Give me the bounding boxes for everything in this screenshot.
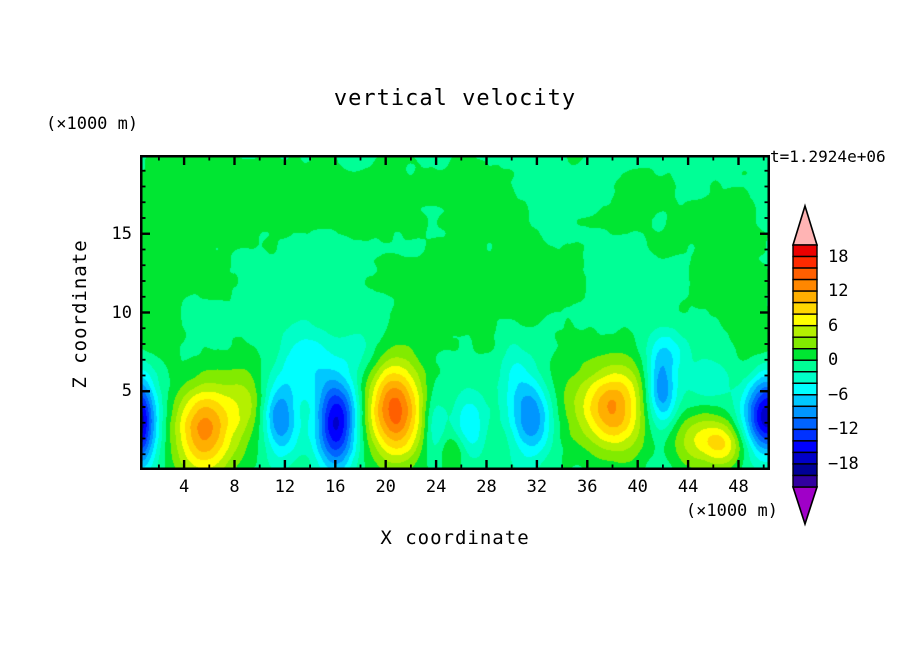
colorbar-segment	[792, 348, 818, 361]
colorbar-tick-label: 12	[828, 281, 849, 302]
colorbar-segment	[792, 278, 818, 292]
z-axis-title: Z coordinate	[69, 239, 91, 389]
colorbar-arrow	[791, 486, 819, 527]
colorbar-segment	[792, 255, 818, 269]
colorbar-arrow	[791, 203, 819, 246]
colorbar-tick-label: −6	[828, 384, 849, 405]
colorbar-segment	[792, 405, 818, 419]
y-axis-unit-label: (×1000 m)	[46, 114, 139, 134]
x-tick-label: 40	[627, 477, 648, 497]
colorbar-tick-label: 6	[828, 315, 839, 336]
colorbar-tick-label: 18	[828, 246, 849, 267]
z-tick-label: 15	[111, 223, 132, 244]
colorbar-segment	[792, 290, 818, 304]
colorbar-segment	[792, 313, 818, 327]
colorbar-segment	[792, 267, 818, 281]
x-axis-unit-label: (×1000 m)	[685, 501, 778, 521]
colorbar	[791, 203, 819, 527]
colorbar-segment	[792, 371, 818, 384]
colorbar-segment	[792, 451, 818, 465]
colorbar-segment	[792, 244, 818, 258]
colorbar-segment	[792, 463, 818, 477]
plot-title: vertical velocity	[333, 86, 577, 111]
plot-area	[140, 155, 770, 470]
x-tick-label: 28	[476, 477, 497, 497]
colorbar-segment	[792, 417, 818, 431]
colorbar-segment	[792, 301, 818, 315]
colorbar-segment	[792, 359, 818, 373]
colorbar-tick-label: −12	[828, 419, 859, 440]
contour-field-canvas	[140, 155, 770, 470]
colorbar-segment	[792, 382, 818, 396]
colorbar-segment	[792, 440, 818, 454]
x-tick-label: 24	[425, 477, 447, 497]
x-tick-label: 36	[577, 477, 598, 497]
colorbar-tick-label: 0	[828, 350, 839, 371]
x-tick-label: 32	[526, 477, 548, 497]
x-tick-label: 4	[178, 477, 190, 497]
colorbar-tick-label: −18	[828, 453, 859, 474]
colorbar-segment	[792, 336, 818, 350]
colorbar-segment	[792, 428, 818, 442]
z-tick-label: 5	[121, 381, 132, 402]
colorbar-segment	[792, 474, 818, 488]
plot-frame	[140, 155, 770, 470]
colorbar-segment	[792, 324, 818, 338]
x-tick-label: 12	[274, 477, 296, 497]
x-tick-label: 16	[325, 477, 346, 497]
plot-border	[140, 155, 770, 470]
x-tick-label: 48	[728, 477, 749, 497]
z-tick-label: 10	[111, 302, 132, 323]
x-tick-label: 20	[375, 477, 396, 497]
time-label: t=1.2924e+06	[770, 147, 886, 166]
x-tick-label: 44	[677, 477, 699, 497]
colorbar-segment	[792, 394, 818, 408]
x-tick-label: 8	[229, 477, 240, 497]
x-axis-title: X coordinate	[380, 527, 530, 549]
